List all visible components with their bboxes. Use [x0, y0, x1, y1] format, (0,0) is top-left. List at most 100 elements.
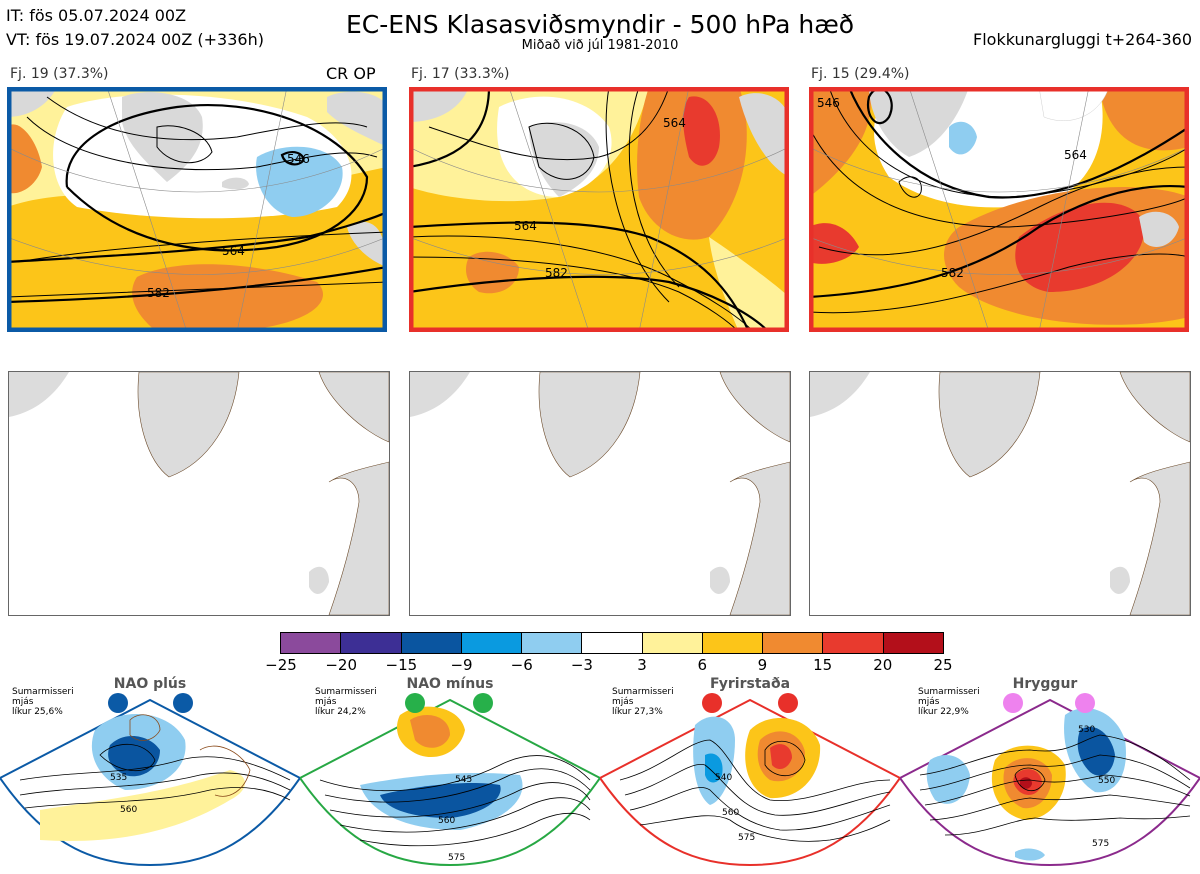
anomaly-positive-area — [132, 264, 323, 332]
greenland-land — [869, 87, 969, 157]
cluster-map-3[interactable]: 546 564 582 — [809, 87, 1189, 332]
cluster-border — [7, 87, 387, 332]
cluster-1-tag: CR OP — [326, 64, 376, 83]
contour-label: 582 — [545, 266, 568, 280]
contour-label: 530 — [1078, 725, 1095, 735]
contour-label: 546 — [287, 152, 310, 166]
regime-note: Sumarmisseri — [315, 687, 377, 697]
contour-label: 560 — [722, 808, 739, 818]
contour-label: 540 — [715, 773, 732, 783]
regime-marker-dot — [108, 693, 128, 713]
anomaly-negative-area — [256, 146, 343, 217]
color-scale-segment — [461, 633, 523, 653]
contour-label: 564 — [222, 244, 245, 258]
regime-note: mjás — [918, 697, 940, 707]
regime-blocking[interactable]: 540 560 575 Fyrirstaða Sumarmisseri mjás… — [598, 676, 902, 870]
cluster-1-label: Fj. 19 (37.3%) — [10, 66, 109, 82]
scandinavia-land — [327, 91, 387, 147]
contour-label: 535 — [110, 773, 127, 783]
empty-map-1[interactable] — [8, 371, 390, 616]
color-scale-tick: 9 — [757, 656, 768, 674]
color-scale-segment — [823, 633, 884, 653]
color-scale-segment — [642, 633, 703, 653]
color-scale-tick: 6 — [697, 656, 708, 674]
empty-map-2[interactable] — [409, 371, 791, 616]
empty-map-3[interactable] — [809, 371, 1191, 616]
anomaly-negative-area — [949, 121, 977, 155]
page-title: EC-ENS Klasasviðsmyndir - 500 hPa hæð — [345, 10, 855, 39]
regime-note: Sumarmisseri — [918, 687, 980, 697]
contour-label: 582 — [147, 286, 170, 300]
color-scale-segment — [883, 633, 943, 653]
regime-probability: líkur 25,6% — [12, 707, 63, 717]
contour-label: 564 — [1064, 148, 1087, 162]
regime-marker-dot — [1075, 693, 1095, 713]
cluster-border — [409, 87, 789, 332]
color-scale-tick: −9 — [450, 656, 473, 674]
contour-label: 564 — [514, 219, 537, 233]
anomaly-positive-area — [637, 87, 747, 240]
regime-probability: líkur 24,2% — [315, 707, 366, 717]
contour-label: 550 — [1098, 776, 1115, 786]
color-scale-tick: 20 — [873, 656, 893, 674]
initial-time: IT: fös 05.07.2024 00Z — [6, 6, 187, 25]
regime-probability: líkur 22,9% — [918, 707, 969, 717]
contour-label: 575 — [1092, 839, 1109, 849]
cluster-2-label: Fj. 17 (33.3%) — [411, 66, 510, 82]
anomaly-positive-area — [683, 96, 720, 166]
regime-title: NAO plús — [113, 676, 187, 692]
contour-label: 545 — [455, 775, 472, 785]
regime-title: Hryggur — [1012, 676, 1078, 692]
color-scale-tick: −3 — [570, 656, 593, 674]
color-scale-segment — [522, 633, 583, 653]
color-scale-segment — [401, 633, 462, 653]
cluster-border — [809, 87, 1189, 332]
regime-note: mjás — [315, 697, 337, 707]
contour-label: 560 — [438, 816, 455, 826]
regime-marker-dot — [405, 693, 425, 713]
contour-label: 564 — [663, 116, 686, 130]
regime-note: mjás — [12, 697, 34, 707]
cluster-map-2[interactable]: 564 582 564 — [409, 87, 789, 332]
color-scale-segment — [763, 633, 824, 653]
regime-title: NAO mínus — [406, 676, 494, 692]
color-scale-segment — [281, 633, 342, 653]
regime-note: mjás — [612, 697, 634, 707]
valid-time: VT: fös 19.07.2024 00Z (+336h) — [6, 30, 264, 49]
color-scale-tick: 15 — [813, 656, 833, 674]
iceland-land — [222, 177, 249, 190]
regime-marker-dot — [473, 693, 493, 713]
color-scale-segment — [702, 633, 764, 653]
regime-marker-dot — [778, 693, 798, 713]
regime-nao-plus[interactable]: 535 560 NAO plús Sumarmisseri mjás líkur… — [0, 676, 302, 870]
contour-label: 575 — [448, 853, 465, 863]
color-scale-tick: −6 — [510, 656, 533, 674]
anomaly-positive-area — [1015, 202, 1145, 292]
contour-label: 582 — [941, 266, 964, 280]
cluster-map-1[interactable]: 546 564 582 — [7, 87, 387, 332]
regime-note: Sumarmisseri — [12, 687, 74, 697]
contour-label: 546 — [817, 96, 840, 110]
color-scale-tick: −25 — [265, 656, 297, 674]
color-scale-tick: 3 — [637, 656, 647, 674]
color-scale-segment — [582, 633, 643, 653]
contour-label: 575 — [738, 833, 755, 843]
regime-nao-minus[interactable]: 545 560 575 NAO mínus Sumarmisseri mjás … — [298, 676, 602, 870]
color-scale-bar — [280, 632, 944, 654]
cluster-window: Flokkunargluggi t+264-360 — [973, 30, 1192, 49]
color-scale-tick: −15 — [385, 656, 418, 674]
regime-ridge[interactable]: 530 550 575 Hryggur Sumarmisseri mjás lí… — [898, 676, 1200, 870]
color-scale-tick: −20 — [325, 656, 357, 674]
regime-marker-dot — [1003, 693, 1023, 713]
contour-label: 560 — [120, 805, 137, 815]
cluster-3-label: Fj. 15 (29.4%) — [811, 66, 910, 82]
scandinavia-land — [739, 93, 789, 177]
regime-title: Fyrirstaða — [709, 676, 791, 692]
page-subtitle: Miðað við júl 1981-2010 — [521, 38, 679, 53]
color-scale-tick: 25 — [933, 656, 953, 674]
regime-note: Sumarmisseri — [612, 687, 674, 697]
regime-marker-dot — [173, 693, 193, 713]
anomaly-positive-area — [7, 124, 42, 194]
color-scale-segment — [341, 633, 402, 653]
regime-marker-dot — [702, 693, 722, 713]
